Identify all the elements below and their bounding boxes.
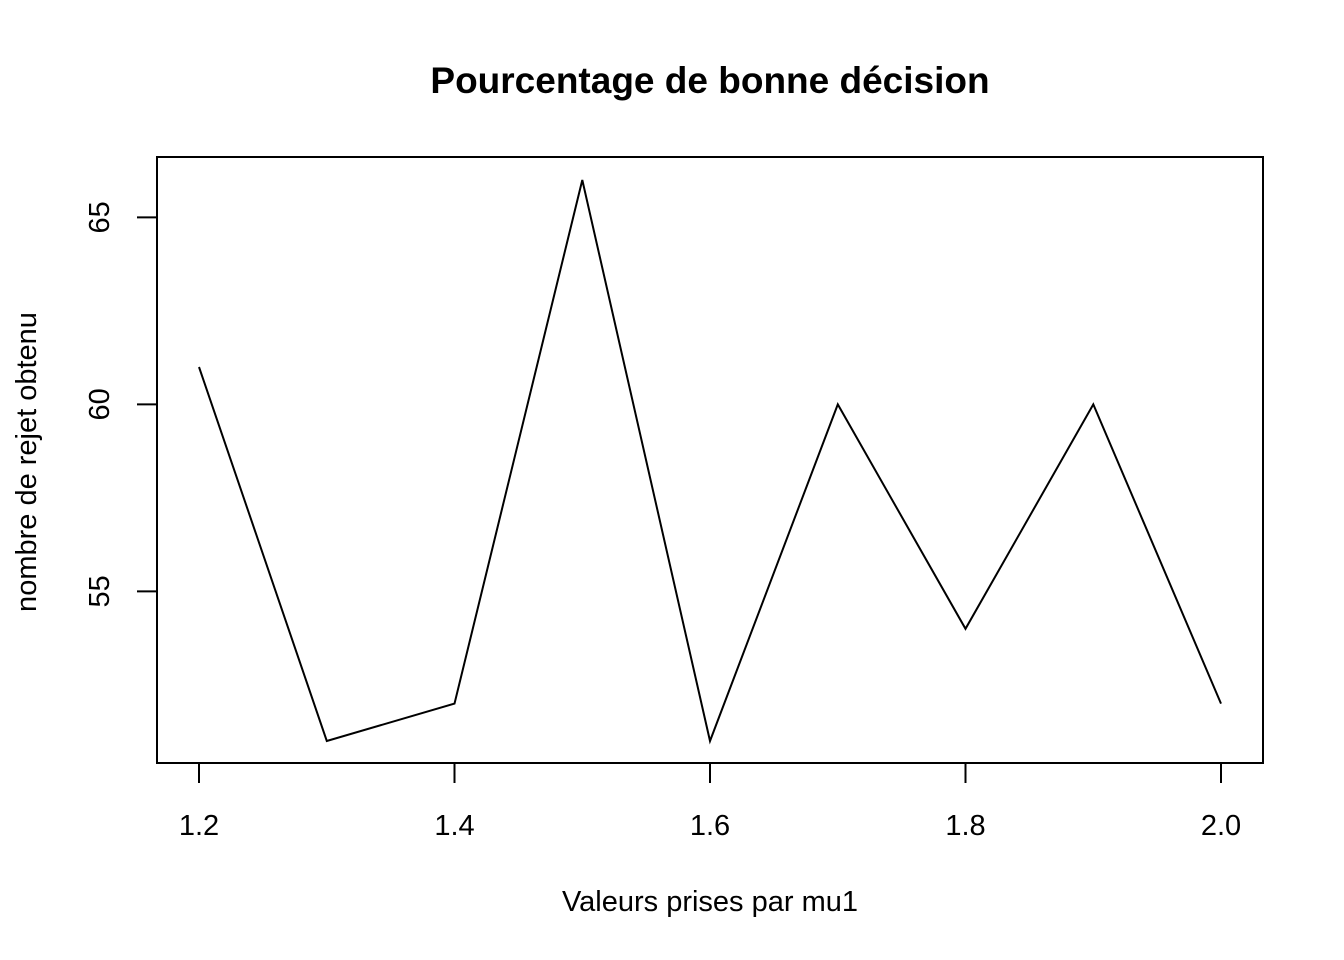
chart-title: Pourcentage de bonne décision xyxy=(430,60,989,101)
x-tick-label: 2.0 xyxy=(1201,810,1241,842)
x-tick-label: 1.4 xyxy=(434,810,474,842)
y-tick-label: 60 xyxy=(84,388,116,420)
y-tick-label: 65 xyxy=(84,201,116,233)
x-tick-label: 1.8 xyxy=(945,810,985,842)
x-axis-label: Valeurs prises par mu1 xyxy=(562,886,858,918)
plot-frame xyxy=(156,156,1264,764)
y-axis: 55 60 65 xyxy=(84,201,158,608)
x-tick-label: 1.6 xyxy=(690,810,730,842)
x-tick-label: 1.2 xyxy=(179,810,219,842)
y-axis-label: nombre de rejet obtenu xyxy=(11,312,43,612)
x-axis: 1.2 1.4 1.6 1.8 2.0 xyxy=(179,762,1241,842)
series-line xyxy=(198,179,1222,745)
y-tick-label: 55 xyxy=(84,575,116,607)
